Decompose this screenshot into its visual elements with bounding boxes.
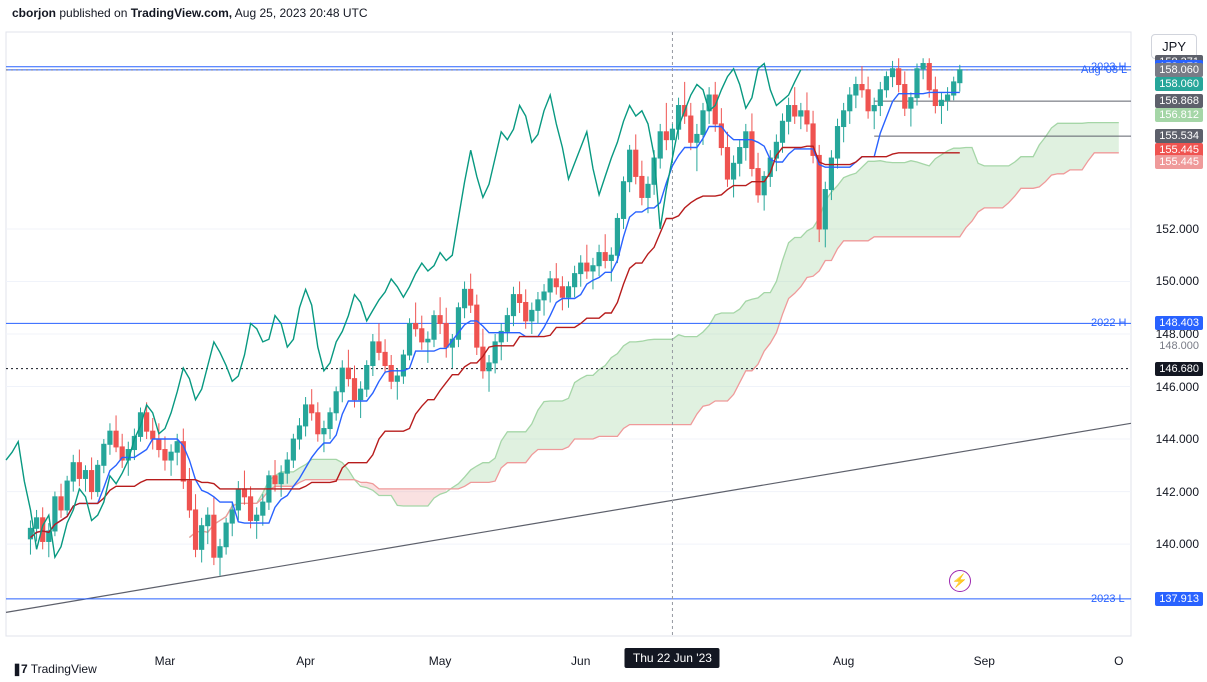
y-tick: 140.000	[1156, 537, 1199, 551]
time-axis[interactable]: Mar Apr May Jun Aug Sep Thu 22 Jun '23 O	[0, 650, 1137, 674]
y-tick: 144.000	[1156, 432, 1199, 446]
y-tick: 146.000	[1156, 380, 1199, 394]
price-badge: 146.680	[1155, 362, 1203, 376]
x-tick: O	[1114, 654, 1123, 668]
price-badge: 155.534	[1155, 129, 1203, 143]
hline-label: 2023 L	[1091, 593, 1125, 605]
price-badge: 156.868	[1155, 94, 1203, 108]
tradingview-icon: ❚7	[12, 662, 27, 676]
time-tooltip: Thu 22 Jun '23	[625, 648, 720, 668]
y-tick: 142.000	[1156, 485, 1199, 499]
price-badge: 156.812	[1155, 108, 1203, 122]
y-tick: 152.000	[1156, 222, 1199, 236]
price-badge: 158.060	[1155, 63, 1203, 77]
x-tick: Jun	[571, 654, 590, 668]
price-axis[interactable]: 140.000 142.000 144.000 146.000 148.000 150.0…	[1137, 28, 1207, 650]
x-tick: Apr	[296, 654, 315, 668]
price-badge: 148.403	[1155, 316, 1203, 330]
x-tick: May	[429, 654, 452, 668]
y-tick: 150.000	[1156, 274, 1199, 288]
x-tick: Mar	[155, 654, 176, 668]
price-badge: 158.060	[1155, 77, 1203, 91]
publish-line: cborjon published on TradingView.com, Au…	[12, 6, 368, 20]
price-badge: 155.445	[1155, 155, 1203, 169]
x-tick: Aug	[833, 654, 854, 668]
lightning-icon[interactable]: ⚡	[949, 570, 971, 592]
tradingview-logo[interactable]: ❚7 TradingView	[12, 662, 97, 676]
x-tick: Sep	[974, 654, 995, 668]
hline-label: 2022 H	[1091, 317, 1126, 329]
author: cborjon	[12, 6, 56, 20]
price-badge: 148.000	[1155, 339, 1203, 353]
hline-label: Aug '08 L	[1081, 64, 1127, 76]
price-badge: 137.913	[1155, 592, 1203, 606]
chart-pane[interactable]	[0, 28, 1137, 650]
